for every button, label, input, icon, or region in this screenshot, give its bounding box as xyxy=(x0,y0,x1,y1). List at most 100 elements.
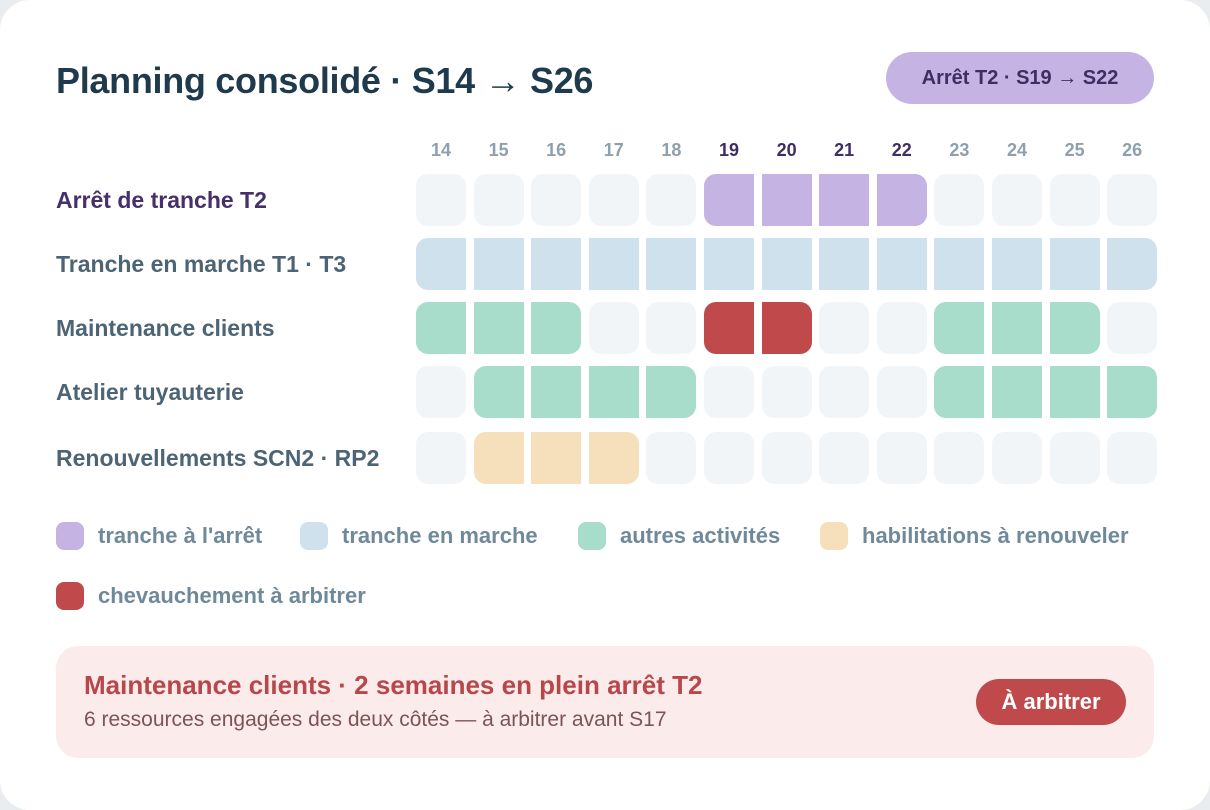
legend-label: chevauchement à arbitrer xyxy=(98,583,366,608)
week-header: 17 xyxy=(603,140,624,160)
grid-cell-empty xyxy=(819,366,870,418)
grid-cell-marche xyxy=(1107,238,1158,290)
legend-label: tranche en marche xyxy=(342,523,538,548)
grid-cell-empty xyxy=(992,432,1042,484)
grid-cell-empty xyxy=(416,432,466,484)
grid-cell-activite xyxy=(992,302,1042,354)
conflict-alert: Maintenance clients · 2 semaines en plei… xyxy=(56,646,1154,758)
week-header: 15 xyxy=(488,140,509,160)
grid-cell-habilitation xyxy=(473,432,524,484)
grid-cell-marche xyxy=(819,238,870,290)
grid-cell-activite xyxy=(1107,366,1158,418)
alert-subtitle: 6 ressources engagées des deux côtés — à… xyxy=(84,708,667,731)
legend-label: tranche à l'arrêt xyxy=(98,523,263,548)
legend-swatch-habilitation xyxy=(820,522,848,550)
week-header: 24 xyxy=(1006,140,1028,160)
grid-cell-empty xyxy=(588,174,639,226)
grid-cell-empty xyxy=(704,432,754,484)
week-header: 22 xyxy=(891,140,912,160)
grid-cell-marche xyxy=(531,238,582,290)
outage-badge: Arrêt T2 · S19 → S22 xyxy=(886,52,1154,104)
grid-cell-arret xyxy=(876,174,927,226)
grid-cell-activite xyxy=(473,366,524,418)
legend-swatch-marche xyxy=(300,522,328,550)
legend-label: habilitations à renouveler xyxy=(862,523,1129,548)
grid-cell-empty xyxy=(1049,174,1100,226)
week-header: 21 xyxy=(834,140,855,160)
grid-cell-empty xyxy=(588,302,639,354)
grid-cell-empty xyxy=(646,174,697,226)
grid-cell-empty xyxy=(416,366,466,418)
row-label: Renouvellements SCN2 · RP2 xyxy=(56,445,380,471)
grid-cell-empty xyxy=(819,302,870,354)
grid-cell-activite xyxy=(473,302,524,354)
grid-cell-activite xyxy=(1049,302,1100,354)
week-header: 20 xyxy=(776,140,797,160)
grid-cell-empty xyxy=(704,366,754,418)
week-header: 25 xyxy=(1064,140,1085,160)
row-label: Tranche en marche T1 · T3 xyxy=(56,251,347,277)
week-header: 18 xyxy=(661,140,682,160)
grid-cell-arret xyxy=(761,174,812,226)
grid-cell-activite xyxy=(531,302,582,354)
grid-cell-empty xyxy=(1107,174,1158,226)
grid-cell-marche xyxy=(473,238,524,290)
grid-cell-empty xyxy=(473,174,524,226)
grid-cell-marche xyxy=(416,238,466,290)
grid-cell-marche xyxy=(588,238,639,290)
page-title: Planning consolidé · S14 → S26 xyxy=(56,60,594,101)
grid-cell-empty xyxy=(646,432,697,484)
row-label: Arrêt de tranche T2 xyxy=(56,187,267,213)
grid-cell-activite xyxy=(416,302,466,354)
week-header: 26 xyxy=(1122,140,1143,160)
legend-swatch-arret xyxy=(56,522,84,550)
grid-cell-empty xyxy=(819,432,870,484)
grid-cell-conflit xyxy=(761,302,812,354)
grid-cell-marche xyxy=(704,238,754,290)
grid-cell-activite xyxy=(992,366,1042,418)
week-header: 14 xyxy=(430,140,452,160)
alert-title: Maintenance clients · 2 semaines en plei… xyxy=(84,670,703,700)
grid-cell-empty xyxy=(934,174,985,226)
grid-cell-marche xyxy=(761,238,812,290)
grid-cell-empty xyxy=(876,366,927,418)
grid-cell-habilitation xyxy=(588,432,639,484)
row-label: Maintenance clients xyxy=(56,315,275,341)
grid-cell-conflit xyxy=(704,302,754,354)
grid-cell-empty xyxy=(531,174,582,226)
grid-cell-activite xyxy=(934,302,985,354)
legend-label: autres activités xyxy=(620,523,781,548)
legend-swatch-activite xyxy=(578,522,606,550)
grid-cell-arret xyxy=(704,174,754,226)
grid-cell-marche xyxy=(1049,238,1100,290)
grid-cell-activite xyxy=(646,366,697,418)
grid-cell-activite xyxy=(531,366,582,418)
grid-cell-activite xyxy=(1049,366,1100,418)
grid-cell-activite xyxy=(588,366,639,418)
grid-cell-marche xyxy=(934,238,985,290)
week-header: 16 xyxy=(546,140,567,160)
grid-cell-empty xyxy=(876,302,927,354)
grid-cell-empty xyxy=(1049,432,1100,484)
arbitrate-button[interactable]: À arbitrer xyxy=(976,679,1126,725)
grid-cell-empty xyxy=(934,432,985,484)
grid-cell-empty xyxy=(646,302,697,354)
grid-cell-marche xyxy=(646,238,697,290)
grid-cell-activite xyxy=(934,366,985,418)
grid-cell-empty xyxy=(992,174,1042,226)
legend-swatch-conflit xyxy=(56,582,84,610)
row-label: Atelier tuyauterie xyxy=(56,379,244,405)
grid-cell-habilitation xyxy=(531,432,582,484)
grid-cell-marche xyxy=(992,238,1042,290)
week-header: 19 xyxy=(718,140,740,160)
grid-cell-empty xyxy=(761,366,812,418)
grid-cell-empty xyxy=(1107,432,1158,484)
grid-cell-empty xyxy=(416,174,466,226)
grid-cell-empty xyxy=(1107,302,1158,354)
week-header: 23 xyxy=(949,140,970,160)
grid-cell-arret xyxy=(819,174,870,226)
grid-cell-empty xyxy=(876,432,927,484)
grid-cell-empty xyxy=(761,432,812,484)
grid-cell-marche xyxy=(876,238,927,290)
